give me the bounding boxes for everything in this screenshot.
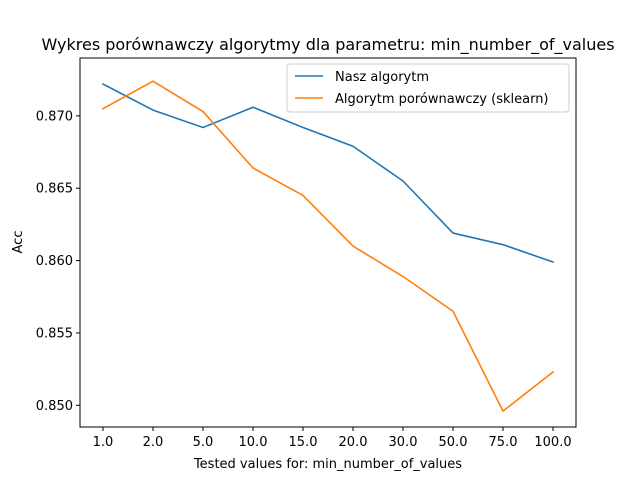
x-tick-label: 5.0 [193,435,214,450]
y-tick-label: 0.850 [36,399,73,414]
chart-title: Wykres porównawczy algorytmy dla paramet… [41,35,614,55]
y-tick-label: 0.855 [36,326,73,341]
y-axis-title: Acc [11,231,26,254]
y-tick-label: 0.860 [36,254,73,269]
legend: Nasz algorytm Algorytm porównawczy (sklea… [286,63,570,113]
y-tick-label: 0.870 [36,109,73,124]
plot-area [101,80,555,412]
x-tick-label: 20.0 [339,435,368,450]
x-tick-label: 30.0 [389,435,418,450]
axis-ticks: 1.0 2.0 5.0 10.0 15.0 20.0 30.0 50.0 75.0 100.0 0.… [36,109,572,450]
x-tick-label: 15.0 [289,435,318,450]
series-line-2 [101,80,555,412]
legend-label-2: Algorytm porównawczy (sklearn) [335,92,549,107]
x-tick-label: 50.0 [439,435,468,450]
legend-box [286,63,570,113]
y-tick-label: 0.865 [36,182,73,197]
x-axis-title: Tested values for: min_number_of_values [193,457,462,472]
x-tick-label: 100.0 [534,435,571,450]
x-tick-label: 1.0 [93,435,114,450]
plot-frame [79,57,577,428]
x-tick-label: 2.0 [143,435,164,450]
x-tick-label: 75.0 [489,435,518,450]
x-tick-label: 10.0 [239,435,268,450]
series-line-1 [101,82,555,264]
legend-label-1: Nasz algorytm [335,70,429,85]
